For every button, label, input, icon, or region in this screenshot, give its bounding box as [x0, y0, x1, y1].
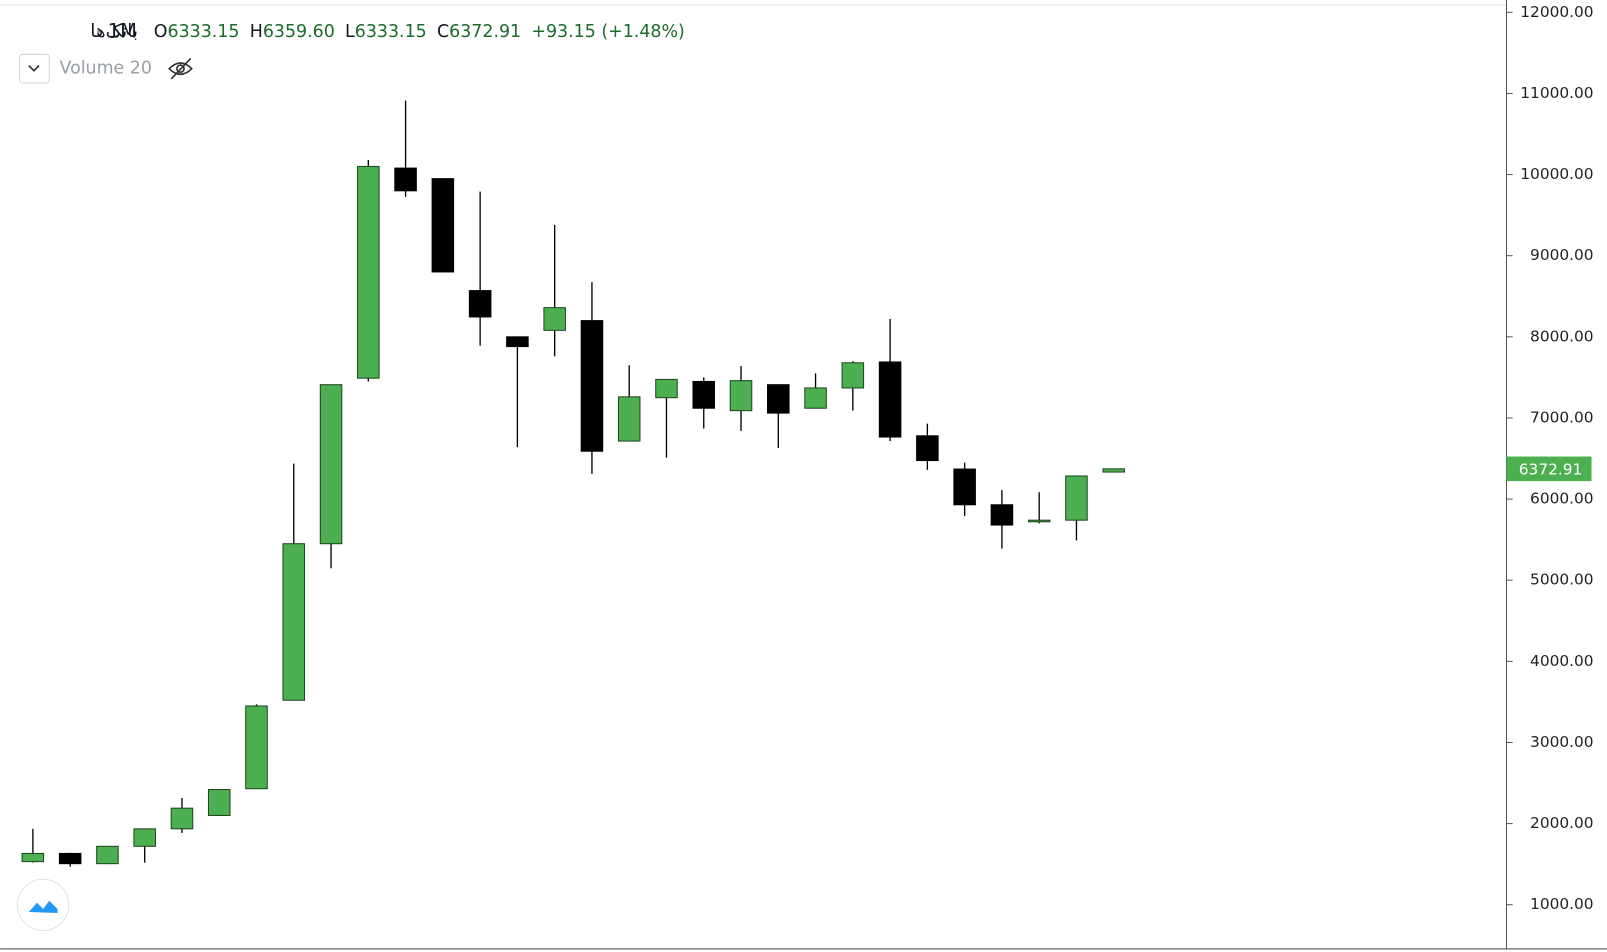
candle-body-down [431, 178, 455, 273]
candle-body-up [133, 828, 156, 847]
eye-slash [170, 57, 192, 80]
collapse-button[interactable] [19, 53, 50, 84]
candle-body-up [804, 387, 827, 409]
candle-body-down [58, 852, 82, 865]
indicator-name[interactable]: Volume 20 [60, 59, 152, 79]
candle-body-down [692, 380, 716, 409]
y-tick-label: 2000.00 [1530, 814, 1594, 832]
candle-body-down [990, 504, 1014, 526]
chevron-icon [28, 65, 40, 72]
candle-body-down [767, 384, 790, 414]
y-tick-label: 12000.00 [1520, 3, 1593, 21]
y-tick-label: 8000.00 [1530, 327, 1594, 345]
y-tick-label: 7000.00 [1530, 408, 1594, 426]
y-tick-label: 3000.00 [1530, 733, 1594, 751]
candle-body-up [319, 384, 343, 545]
ohlc-legend: O6333.15 H6359.60 L6333.15 C6372.91 +93.15 (… [154, 22, 685, 42]
candle-body-up [655, 378, 678, 399]
last-price-label: 6372.91 [1519, 460, 1583, 478]
separator-dot [96, 30, 101, 34]
interval: 1M [108, 19, 137, 42]
ohlc-key: O [154, 22, 168, 42]
y-tick-label: 9000.00 [1530, 246, 1594, 264]
candle-body-up [357, 165, 380, 379]
candle-body-up [1027, 519, 1051, 523]
candle-body-up [1102, 468, 1125, 473]
candle-body-up [245, 705, 268, 790]
candle-body-up [170, 807, 194, 830]
ohlc-value: 6333.15 [355, 22, 427, 42]
candle-body-down [580, 320, 604, 452]
candle-body-up [543, 307, 566, 331]
y-tick-label: 4000.00 [1530, 652, 1594, 670]
y-tick-label: 11000.00 [1520, 84, 1593, 102]
ohlc-key: C [437, 22, 449, 42]
ohlc-value: 6333.15 [168, 22, 240, 42]
ohlc-value: 6372.91 [449, 22, 521, 42]
candle-body-down [506, 336, 529, 348]
eye-pupil [176, 64, 185, 74]
candle-body-down [878, 361, 902, 438]
y-tick-label: 6000.00 [1530, 490, 1594, 508]
y-tick-label: 10000.00 [1520, 165, 1593, 183]
candle-body-up [1065, 475, 1088, 521]
candle-body-up [841, 362, 865, 389]
ohlc-key: H [250, 22, 263, 42]
ohlc-value: 6359.60 [263, 22, 335, 42]
candle-body-down [916, 435, 939, 462]
logo-mark [28, 900, 58, 914]
candle-body-up [207, 789, 231, 816]
logo-circle [16, 878, 70, 931]
candle-body-up [282, 543, 306, 701]
last-price-box [1506, 456, 1592, 482]
candle-body-up [617, 396, 641, 442]
candle-body-up [96, 845, 119, 865]
candle-body-up [729, 380, 753, 412]
candle-body-down [468, 290, 492, 318]
y-tick-label: 1000.00 [1530, 895, 1594, 913]
hide-icon[interactable] [168, 57, 193, 80]
change: +93.15 (+1.48%) [531, 22, 684, 42]
candle-body-down [394, 167, 417, 192]
logo[interactable] [16, 878, 70, 931]
candle-body-down [953, 468, 976, 506]
ohlc-key: L [345, 22, 355, 42]
plot-area: 1000.00 2000.00 3000.00 4000.00 5000.00 6000.… [21, 3, 1594, 913]
y-tick-label: 5000.00 [1530, 571, 1594, 589]
symbol: بانک‌ها [90, 21, 138, 42]
candle-body-up [21, 852, 45, 863]
